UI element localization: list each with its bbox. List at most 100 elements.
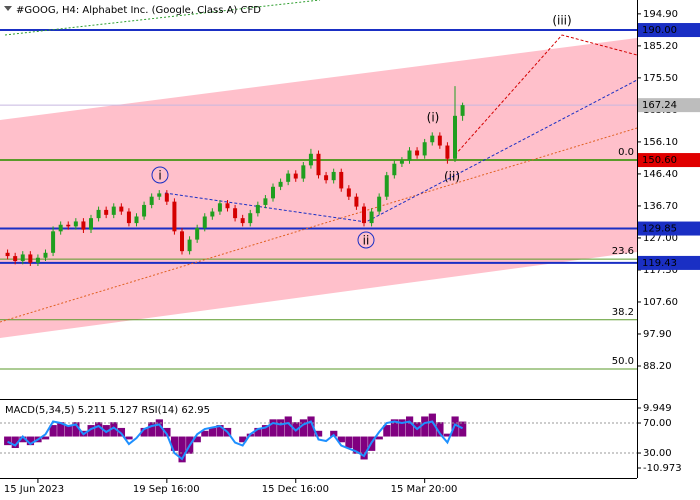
macd-bar xyxy=(19,436,27,443)
wave-circle xyxy=(151,166,169,184)
macd-bar xyxy=(443,433,452,437)
candle-body xyxy=(415,150,420,156)
macd-bar xyxy=(208,427,217,437)
macd-bar xyxy=(193,436,201,443)
candle-body xyxy=(51,231,56,253)
level-label: 190.00 xyxy=(642,25,677,36)
candle-body xyxy=(271,186,275,199)
macd-bar xyxy=(170,436,179,451)
macd-bar xyxy=(72,422,80,437)
trend-line xyxy=(4,0,321,36)
level-label: 150.60 xyxy=(642,155,677,166)
candle-body xyxy=(233,208,238,219)
wave-label: (i) xyxy=(427,111,440,125)
y-tick-label: 156.10 xyxy=(643,137,678,148)
candle-body xyxy=(369,211,374,224)
macd-bar xyxy=(64,425,72,437)
wave-line xyxy=(164,79,638,223)
level-label-box xyxy=(638,153,700,168)
macd-bar xyxy=(178,436,186,463)
y-tick-label: 194.90 xyxy=(643,9,678,20)
candle-body xyxy=(134,216,139,224)
candle-body xyxy=(13,256,18,262)
fib-label: 23.6 xyxy=(612,246,634,257)
candle-body xyxy=(308,153,313,166)
macd-bar xyxy=(307,416,315,437)
macd-bar xyxy=(428,413,436,437)
rsi-tick-label: 30.00 xyxy=(643,448,672,459)
chart-title: #GOOG, H4: Alphabet Inc. (Google, Class … xyxy=(16,5,261,16)
candle-body xyxy=(392,163,397,176)
macd-bar xyxy=(239,436,247,443)
candle-body xyxy=(354,196,359,207)
macd-bar xyxy=(140,427,148,437)
macd-bar xyxy=(398,419,406,437)
macd-bar xyxy=(277,419,285,437)
candle-body xyxy=(437,135,442,146)
candle-body xyxy=(316,153,321,176)
macd-tick-label: -10.973 xyxy=(643,463,682,474)
macd-bar xyxy=(201,430,209,437)
candle-body xyxy=(278,181,283,187)
candle-body xyxy=(195,228,200,240)
macd-bar xyxy=(459,421,467,437)
macd-bar xyxy=(102,425,110,437)
macd-bar xyxy=(330,430,338,437)
rsi-tick-label: 70.00 xyxy=(643,418,672,429)
candle-body xyxy=(346,188,351,197)
candle-body xyxy=(73,221,78,227)
candle-body xyxy=(217,203,222,212)
y-tick-label: 117.30 xyxy=(643,265,678,276)
macd-bar xyxy=(360,436,368,460)
candle-body xyxy=(43,252,48,258)
y-tick-label: 175.50 xyxy=(643,73,678,84)
candle-body xyxy=(324,175,329,181)
y-tick-label: 127.00 xyxy=(643,233,678,244)
candle-body xyxy=(28,254,33,263)
macd-bar xyxy=(42,436,50,440)
candle-body xyxy=(240,218,245,224)
candle-body xyxy=(5,252,10,257)
macd-bar xyxy=(148,422,156,437)
candle-body xyxy=(384,175,389,197)
macd-bar xyxy=(110,422,118,437)
forecast-line xyxy=(454,34,638,156)
candle-body xyxy=(20,254,25,262)
candle-body xyxy=(35,257,40,263)
y-tick-label: 146.40 xyxy=(643,169,678,180)
candle-body xyxy=(293,173,298,179)
y-tick-label: 88.20 xyxy=(643,361,672,372)
candle-body xyxy=(377,196,382,212)
candle-body xyxy=(301,165,306,179)
wave-label: (iii) xyxy=(552,14,571,28)
menu-icon xyxy=(4,6,12,11)
macd-bar xyxy=(125,436,133,440)
macd-bar xyxy=(345,436,353,449)
candle-body xyxy=(172,201,177,232)
candle-body xyxy=(362,206,366,224)
macd-bar xyxy=(155,419,163,437)
candle-body xyxy=(399,160,404,164)
candle-body xyxy=(210,211,215,217)
level-label-box xyxy=(638,221,700,236)
macd-bar xyxy=(352,436,361,454)
level-label-box xyxy=(638,98,700,113)
macd-bar xyxy=(87,425,95,437)
wave-label: i xyxy=(158,169,161,183)
fib-label: 38.2 xyxy=(612,307,634,318)
macd-bar xyxy=(11,436,19,449)
level-label: 119.43 xyxy=(642,258,677,269)
macd-bar xyxy=(163,427,171,437)
macd-bar xyxy=(383,425,391,437)
candle-body xyxy=(157,193,162,197)
candle-body xyxy=(460,105,465,116)
x-tick-label: 19 Sep 16:00 xyxy=(133,484,200,495)
macd-bar xyxy=(337,436,345,443)
wave-label: (ii) xyxy=(444,170,460,184)
candle-body xyxy=(202,216,207,229)
macd-bar xyxy=(57,422,65,437)
candle-body xyxy=(126,211,131,224)
macd-bar xyxy=(421,416,429,437)
candle-body xyxy=(286,173,291,182)
y-tick-label: 97.90 xyxy=(643,329,672,340)
